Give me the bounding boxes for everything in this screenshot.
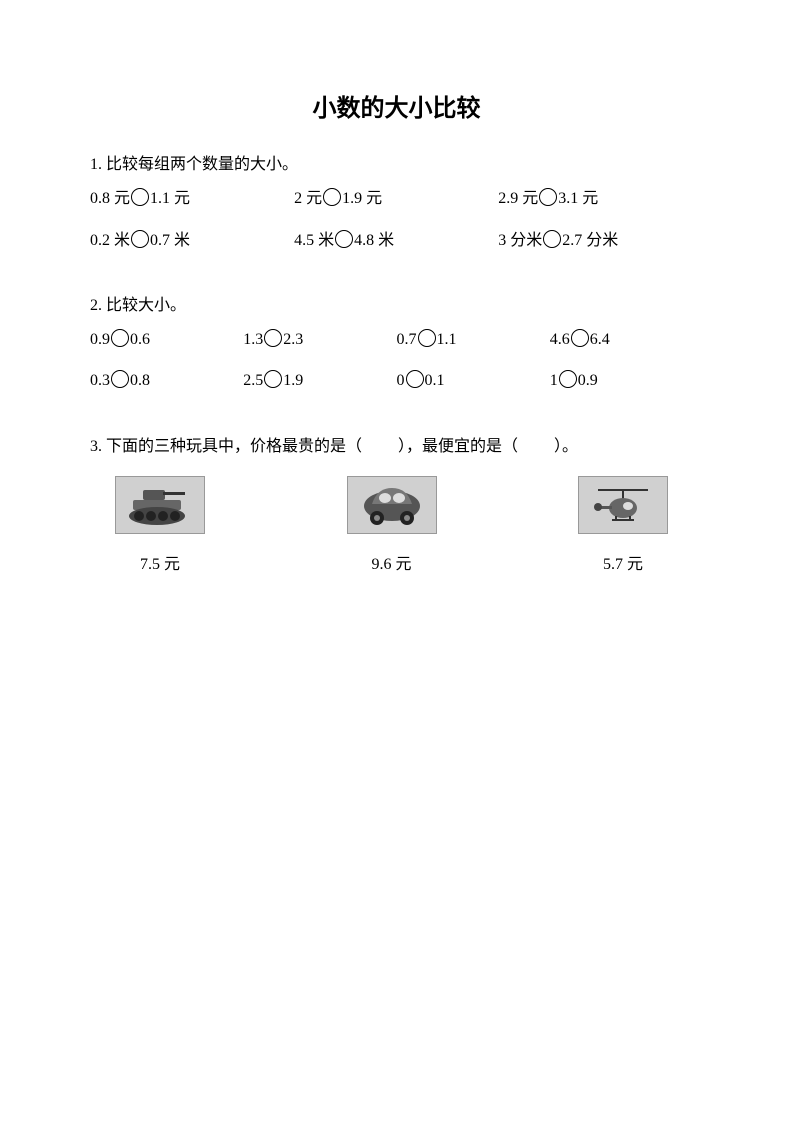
compare-left: 0.9 bbox=[90, 331, 110, 348]
tank-icon bbox=[115, 476, 205, 534]
q2-item: 0.9 0.6 bbox=[90, 327, 243, 353]
compare-left: 2.5 bbox=[243, 372, 263, 389]
compare-right: 3.1 元 bbox=[558, 190, 598, 207]
compare-left: 1.3 bbox=[243, 331, 263, 348]
compare-right: 6.4 bbox=[590, 331, 610, 348]
compare-circle-icon[interactable] bbox=[559, 370, 577, 388]
q1-item: 0.2 米 0.7 米 bbox=[90, 228, 294, 254]
q2-row-2: 0.30.8 2.51.9 00.1 10.9 bbox=[90, 368, 703, 394]
question-1: 1. 比较每组两个数量的大小。 0.8 元 1.1 元 2 元 1.9 元 2.9 … bbox=[90, 152, 703, 253]
q2-prompt: 2. 比较大小。 bbox=[90, 293, 703, 319]
compare-circle-icon[interactable] bbox=[111, 329, 129, 347]
q1-prompt: 1. 比较每组两个数量的大小。 bbox=[90, 152, 703, 178]
toy-price: 5.7 元 bbox=[603, 552, 643, 578]
car-icon bbox=[347, 476, 437, 534]
compare-right: 0.7 米 bbox=[150, 232, 190, 249]
q3-text-after: ）。 bbox=[554, 438, 578, 455]
compare-circle-icon[interactable] bbox=[264, 329, 282, 347]
compare-left: 4.5 米 bbox=[294, 232, 334, 249]
compare-circle-icon[interactable] bbox=[264, 370, 282, 388]
page-title: 小数的大小比较 bbox=[90, 90, 703, 128]
compare-right: 1.9 bbox=[283, 372, 303, 389]
compare-circle-icon[interactable] bbox=[418, 329, 436, 347]
compare-right: 4.8 米 bbox=[354, 232, 394, 249]
compare-right: 1.1 元 bbox=[150, 190, 190, 207]
compare-left: 2 元 bbox=[294, 190, 322, 207]
q1-row-1: 0.8 元 1.1 元 2 元 1.9 元 2.9 元 3.1 元 bbox=[90, 186, 703, 212]
toy-tank: 7.5 元 bbox=[100, 476, 220, 578]
toy-price: 7.5 元 bbox=[140, 552, 180, 578]
compare-left: 0.8 元 bbox=[90, 190, 130, 207]
helicopter-icon bbox=[578, 476, 668, 534]
compare-left: 0 bbox=[397, 372, 405, 389]
compare-circle-icon[interactable] bbox=[131, 188, 149, 206]
q1-item: 3 分米 2.7 分米 bbox=[498, 228, 702, 254]
compare-left: 2.9 元 bbox=[498, 190, 538, 207]
toy-car: 9.6 元 bbox=[332, 476, 452, 578]
question-2: 2. 比较大小。 0.9 0.6 1.3 2.3 0.7 1.1 4.6 6.4 0.3… bbox=[90, 293, 703, 394]
q3-prompt: 3. 下面的三种玩具中，价格最贵的是（ ），最便宜的是（ ）。 bbox=[90, 434, 703, 460]
compare-left: 0.2 米 bbox=[90, 232, 130, 249]
compare-circle-icon[interactable] bbox=[543, 230, 561, 248]
compare-right: 2.3 bbox=[283, 331, 303, 348]
q2-row-1: 0.9 0.6 1.3 2.3 0.7 1.1 4.6 6.4 bbox=[90, 327, 703, 353]
q2-item: 10.9 bbox=[550, 368, 703, 394]
q2-item: 0.7 1.1 bbox=[397, 327, 550, 353]
q2-item: 1.3 2.3 bbox=[243, 327, 396, 353]
q1-item: 2 元 1.9 元 bbox=[294, 186, 498, 212]
toy-helicopter: 5.7 元 bbox=[563, 476, 683, 578]
compare-right: 2.7 分米 bbox=[562, 232, 618, 249]
toys-row: 7.5 元 9.6 元 bbox=[90, 476, 703, 578]
q2-item: 4.6 6.4 bbox=[550, 327, 703, 353]
compare-circle-icon[interactable] bbox=[111, 370, 129, 388]
compare-right: 0.9 bbox=[578, 372, 598, 389]
question-3: 3. 下面的三种玩具中，价格最贵的是（ ），最便宜的是（ ）。 7.5 元 bbox=[90, 434, 703, 577]
q1-item: 0.8 元 1.1 元 bbox=[90, 186, 294, 212]
q2-item: 0.3 0.8 bbox=[90, 368, 243, 394]
compare-right: 0.1 bbox=[425, 372, 445, 389]
compare-circle-icon[interactable] bbox=[406, 370, 424, 388]
compare-left: 0.7 bbox=[397, 331, 417, 348]
compare-circle-icon[interactable] bbox=[323, 188, 341, 206]
q2-item: 2.5 1.9 bbox=[243, 368, 396, 394]
compare-right: 1.9 元 bbox=[342, 190, 382, 207]
toy-price: 9.6 元 bbox=[371, 552, 411, 578]
q2-item: 00.1 bbox=[397, 368, 550, 394]
q3-text-mid: ），最便宜的是（ bbox=[398, 438, 518, 455]
compare-left: 0.3 bbox=[90, 372, 110, 389]
q1-item: 4.5 米 4.8 米 bbox=[294, 228, 498, 254]
compare-right: 0.6 bbox=[130, 331, 150, 348]
q1-item: 2.9 元 3.1 元 bbox=[498, 186, 702, 212]
compare-circle-icon[interactable] bbox=[335, 230, 353, 248]
q3-text-before: 3. 下面的三种玩具中，价格最贵的是（ bbox=[90, 438, 362, 455]
compare-circle-icon[interactable] bbox=[539, 188, 557, 206]
compare-left: 4.6 bbox=[550, 331, 570, 348]
compare-left: 1 bbox=[550, 372, 558, 389]
compare-circle-icon[interactable] bbox=[571, 329, 589, 347]
compare-circle-icon[interactable] bbox=[131, 230, 149, 248]
q1-row-2: 0.2 米 0.7 米 4.5 米 4.8 米 3 分米 2.7 分米 bbox=[90, 228, 703, 254]
compare-right: 1.1 bbox=[437, 331, 457, 348]
compare-right: 0.8 bbox=[130, 372, 150, 389]
compare-left: 3 分米 bbox=[498, 232, 542, 249]
